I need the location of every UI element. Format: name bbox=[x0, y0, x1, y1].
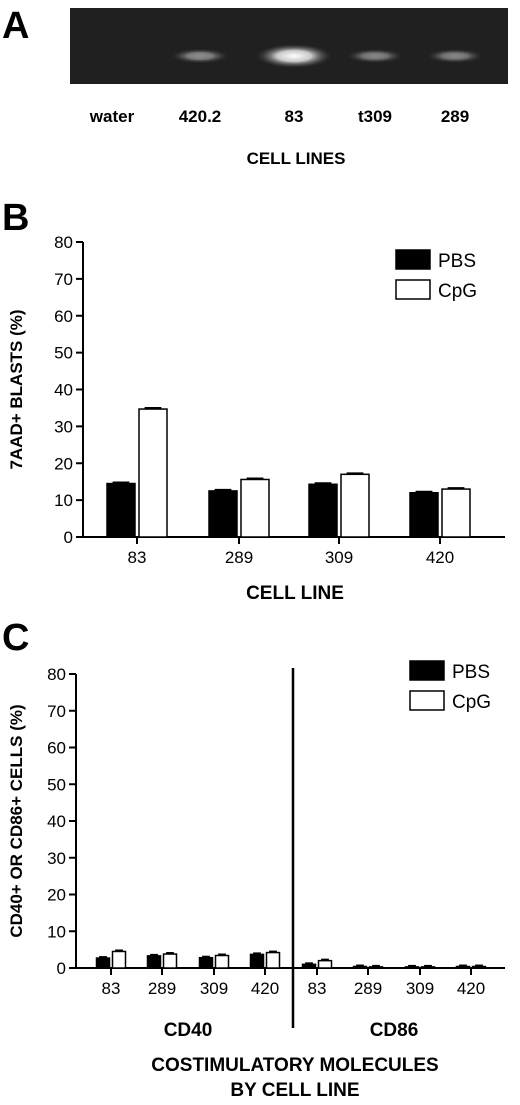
x-tick-label: 83 bbox=[128, 548, 147, 567]
panel-a-letter: A bbox=[2, 5, 29, 47]
legend-label-pbs: PBS bbox=[438, 251, 476, 272]
group-label-cd86: CD86 bbox=[370, 1020, 419, 1041]
panel-b-letter: B bbox=[2, 197, 29, 239]
bar-pbs-289 bbox=[352, 965, 368, 969]
y-tick-label: 40 bbox=[47, 812, 66, 831]
x-tick-label: 289 bbox=[225, 548, 253, 567]
x-axis-label: COSTIMULATORY MOLECULES bbox=[151, 1055, 438, 1076]
bar-pbs-309 bbox=[404, 966, 420, 969]
bar-pbs-83 bbox=[301, 963, 317, 969]
bar-pbs-420 bbox=[455, 965, 471, 969]
bar-cpg-289 bbox=[368, 966, 384, 969]
gel-band-t309 bbox=[346, 48, 404, 64]
bar-cpg-289 bbox=[240, 478, 270, 538]
y-tick-label: 10 bbox=[47, 922, 66, 941]
bar-pbs-289 bbox=[208, 490, 238, 538]
legend-label-pbs: PBS bbox=[452, 662, 490, 683]
bar-cpg-420 bbox=[471, 965, 487, 969]
gel-lane-label: t309 bbox=[358, 107, 392, 126]
x-tick-label: 289 bbox=[148, 979, 176, 998]
group-label-cd40: CD40 bbox=[164, 1020, 213, 1041]
chart-b: 0 10 20 30 40 50 60 70 80 7AAD+ BLASTS (%) 83 289 30… bbox=[7, 233, 505, 604]
bar-pbs-420 bbox=[249, 953, 265, 969]
y-tick-label: 50 bbox=[54, 344, 73, 363]
y-tick-label: 70 bbox=[54, 270, 73, 289]
gel-lane-label: 289 bbox=[441, 107, 469, 126]
gel-band-420.2 bbox=[171, 48, 229, 64]
y-tick-label: 40 bbox=[54, 381, 73, 400]
bar-pbs-83 bbox=[106, 482, 136, 538]
x-tick-label: 289 bbox=[354, 979, 382, 998]
bar-pbs-309 bbox=[308, 483, 338, 538]
x-tick-label: 309 bbox=[200, 979, 228, 998]
gel-lane-label: water bbox=[89, 107, 135, 126]
legend-swatch-cpg bbox=[395, 279, 431, 300]
y-tick-label: 30 bbox=[54, 417, 73, 436]
gel-bands bbox=[171, 44, 484, 68]
y-tick-label: 80 bbox=[47, 665, 66, 684]
gel-lane-label: 83 bbox=[285, 107, 304, 126]
legend-swatch-pbs bbox=[395, 249, 431, 270]
y-axis-label: CD40+ OR CD86+ CELLS (%) bbox=[7, 704, 26, 937]
panel-c-letter: C bbox=[2, 617, 29, 659]
bar-cpg-309 bbox=[214, 954, 230, 969]
y-tick-label: 10 bbox=[54, 491, 73, 510]
gel-lane-labels: water 420.2 83 t309 289 bbox=[89, 107, 469, 126]
gel-band-83 bbox=[256, 44, 332, 68]
y-tick-label: 30 bbox=[47, 849, 66, 868]
y-tick-label: 60 bbox=[54, 307, 73, 326]
y-tick-label: 20 bbox=[47, 886, 66, 905]
chart-c: 0 10 20 30 40 50 60 70 80 CD40+ OR CD86+ CELLS (%… bbox=[7, 660, 505, 1101]
bar-cpg-289 bbox=[162, 953, 178, 969]
bar-cpg-309 bbox=[420, 966, 436, 969]
y-tick-label: 50 bbox=[47, 775, 66, 794]
legend-label-cpg: CpG bbox=[438, 281, 477, 302]
y-tick-label: 0 bbox=[57, 959, 66, 978]
y-axis-label: 7AAD+ BLASTS (%) bbox=[7, 309, 26, 469]
x-tick-label: 420 bbox=[426, 548, 454, 567]
y-tick-label: 20 bbox=[54, 454, 73, 473]
x-tick-label: 309 bbox=[325, 548, 353, 567]
x-tick-label: 420 bbox=[251, 979, 279, 998]
x-tick-label: 420 bbox=[457, 979, 485, 998]
bar-cpg-309 bbox=[340, 473, 370, 538]
bar-cpg-83 bbox=[317, 959, 333, 969]
x-axis-label-line2: BY CELL LINE bbox=[230, 1080, 359, 1101]
bar-cpg-83 bbox=[111, 950, 127, 969]
x-tick-label: 83 bbox=[308, 979, 327, 998]
y-tick-label: 60 bbox=[47, 739, 66, 758]
panel-a-xlabel: CELL LINES bbox=[247, 149, 346, 168]
gel-band-289 bbox=[426, 48, 484, 64]
x-tick-label: 309 bbox=[406, 979, 434, 998]
legend-label-cpg: CpG bbox=[452, 692, 491, 713]
x-axis-label: CELL LINE bbox=[246, 583, 344, 604]
bar-cpg-420 bbox=[441, 488, 471, 538]
bar-pbs-83 bbox=[95, 957, 111, 969]
bar-pbs-289 bbox=[146, 955, 162, 969]
y-tick-label: 0 bbox=[64, 528, 73, 547]
y-tick-label: 70 bbox=[47, 702, 66, 721]
legend-swatch-pbs bbox=[409, 660, 445, 681]
x-tick-label: 83 bbox=[102, 979, 121, 998]
gel-lane-label: 420.2 bbox=[179, 107, 222, 126]
bar-cpg-420 bbox=[265, 951, 281, 969]
bar-pbs-420 bbox=[409, 492, 439, 538]
bar-cpg-83 bbox=[138, 408, 168, 538]
y-tick-label: 80 bbox=[54, 233, 73, 252]
legend-swatch-cpg bbox=[409, 690, 445, 711]
bar-pbs-309 bbox=[198, 956, 214, 969]
